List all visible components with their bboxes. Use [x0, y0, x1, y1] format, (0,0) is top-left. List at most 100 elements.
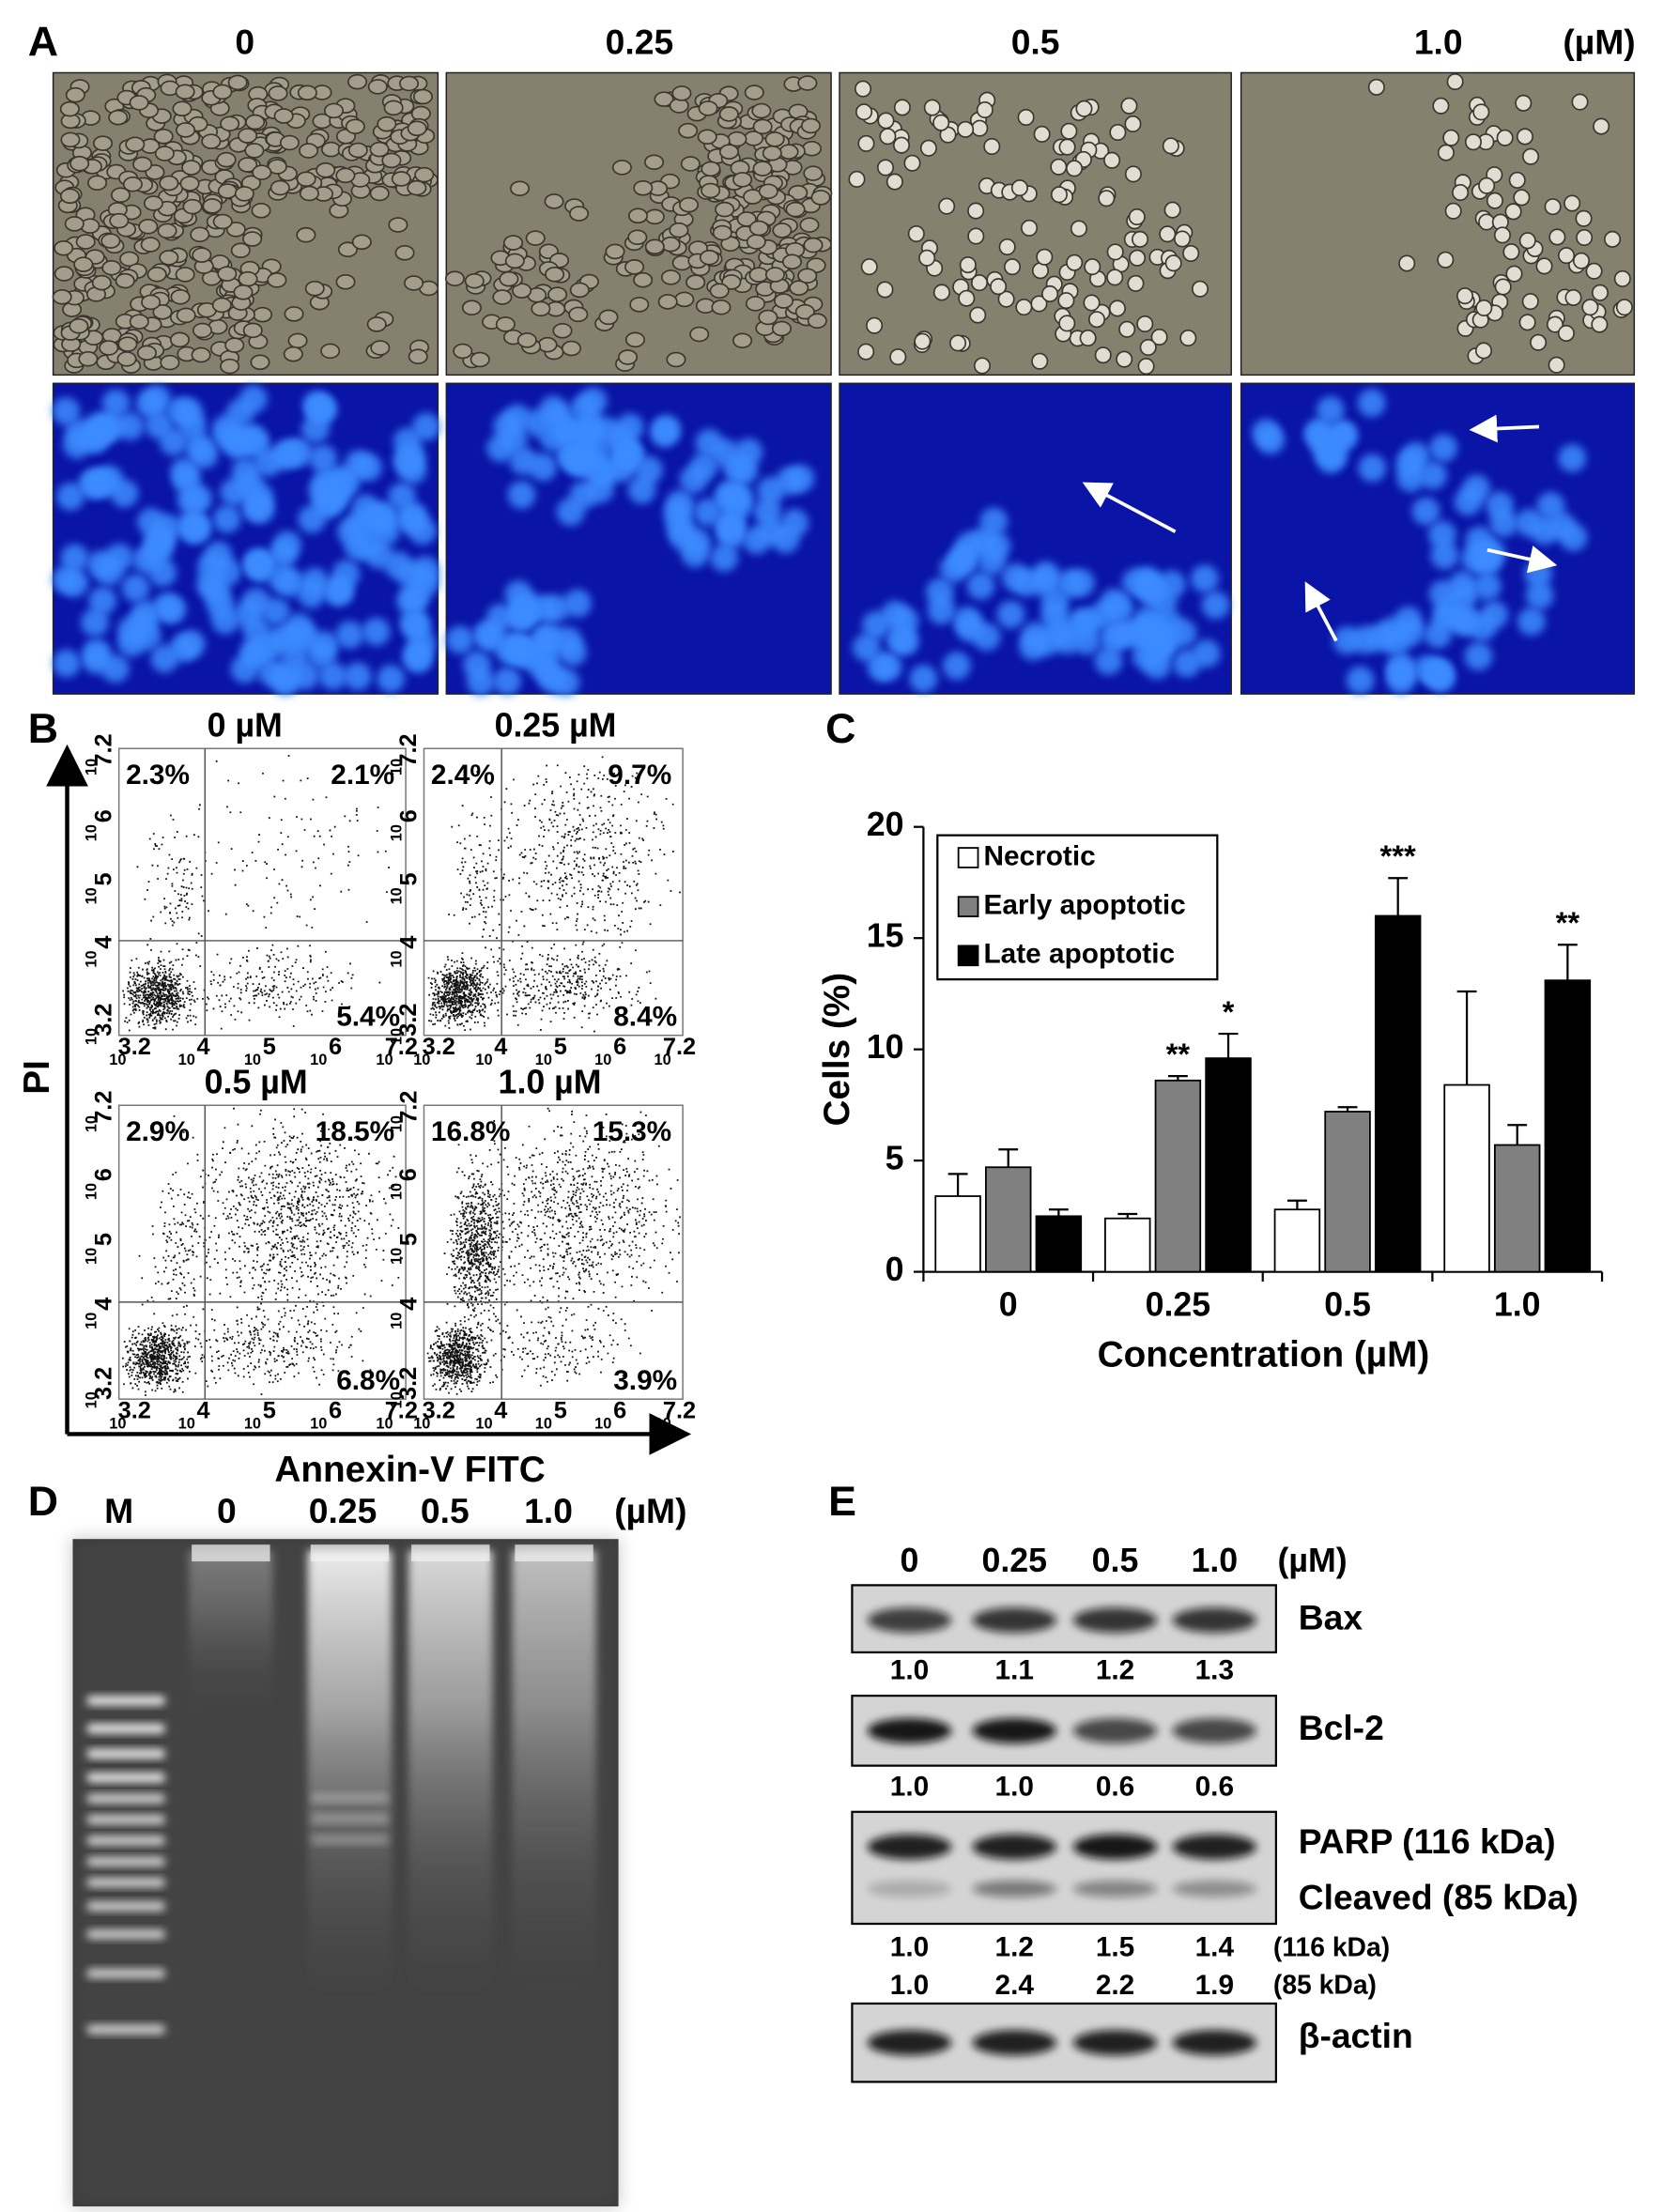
- cell: [1478, 177, 1496, 194]
- nucleus: [397, 442, 426, 471]
- nucleus: [300, 567, 330, 596]
- cell: [1079, 330, 1097, 347]
- cell: [296, 171, 316, 188]
- ladder-band: [86, 1814, 165, 1825]
- plot-title: 0 µM: [208, 706, 283, 744]
- micrograph: [1240, 71, 1636, 376]
- tick-exponent: 4: [90, 936, 116, 949]
- cell: [367, 79, 388, 95]
- tick-exponent: 7.2: [395, 1091, 422, 1124]
- cell: [335, 167, 356, 184]
- nucleus: [1462, 474, 1491, 503]
- cell: [1464, 133, 1482, 151]
- cell: [751, 102, 772, 119]
- arrow: [1304, 581, 1338, 642]
- cell: [547, 286, 568, 302]
- cell: [1493, 226, 1511, 244]
- cell: [115, 272, 135, 289]
- tick-base: 10: [475, 1052, 492, 1068]
- cell: [170, 288, 191, 305]
- nucleus: [81, 608, 109, 637]
- nucleus: [335, 621, 364, 650]
- cell: [958, 289, 976, 307]
- nucleus: [56, 482, 85, 511]
- nucleus: [1201, 591, 1230, 620]
- cell: [250, 354, 270, 371]
- cell: [611, 160, 632, 176]
- tick-base: 10: [388, 1183, 405, 1200]
- cell: [1150, 328, 1168, 346]
- cell: [1478, 213, 1496, 231]
- nucleus: [135, 390, 164, 419]
- cell: [1496, 129, 1514, 146]
- cell: [998, 238, 1016, 256]
- cell: [633, 180, 654, 196]
- cell: [848, 170, 866, 188]
- cell: [211, 297, 232, 314]
- cell: [569, 282, 590, 299]
- cell: [712, 224, 732, 241]
- cell: [801, 140, 823, 157]
- cell: [129, 314, 149, 330]
- cell: [1182, 245, 1200, 263]
- cell: [370, 340, 391, 356]
- nucleus: [1072, 626, 1101, 655]
- cell: [718, 144, 739, 160]
- cell: [893, 99, 911, 116]
- tick-base: 10: [310, 1052, 327, 1068]
- cell: [141, 294, 162, 311]
- nucleus: [1517, 607, 1546, 636]
- tick-base: 10: [376, 1415, 393, 1432]
- cell: [1456, 287, 1474, 305]
- tick-base: 10: [178, 1052, 195, 1068]
- cell: [605, 243, 625, 260]
- cell: [75, 234, 96, 250]
- cell: [752, 118, 773, 135]
- cell: [545, 266, 565, 283]
- tick-exponent: 3.2: [395, 1367, 422, 1400]
- nucleus: [881, 600, 910, 629]
- nucleus: [84, 412, 113, 441]
- panel-label: E: [828, 1479, 856, 1525]
- flow-plot: [423, 747, 684, 1037]
- nucleus: [269, 540, 298, 569]
- ladder-band: [86, 2024, 165, 2035]
- cell: [179, 176, 200, 192]
- cell: [718, 106, 739, 122]
- cell: [762, 145, 782, 161]
- cell: [1179, 330, 1197, 347]
- tick-base: 10: [84, 1028, 100, 1045]
- cell: [715, 201, 735, 218]
- cell: [510, 180, 531, 196]
- blot-label: Bcl-2: [1299, 1708, 1384, 1747]
- cell: [407, 120, 427, 137]
- significance-mark: ***: [1380, 838, 1416, 873]
- cell: [268, 85, 288, 101]
- band: [867, 1607, 952, 1634]
- density-ratio: 1.0: [890, 1932, 929, 1963]
- ladder-band: [86, 1696, 165, 1706]
- nucleus: [212, 504, 241, 533]
- cell: [335, 274, 356, 290]
- cell: [233, 284, 254, 300]
- cell: [230, 242, 251, 259]
- tick-base: 10: [388, 759, 405, 776]
- tick-exponent: 5: [263, 1397, 276, 1423]
- bar: [1324, 1111, 1371, 1273]
- ladder-band: [310, 1836, 390, 1845]
- ladder-band: [86, 1748, 165, 1759]
- cell: [971, 119, 989, 137]
- density-ratio: 2.4: [995, 1970, 1035, 2001]
- nucleus: [1012, 568, 1040, 597]
- cell: [407, 179, 427, 196]
- unit-label: (µM): [1278, 1542, 1348, 1579]
- band: [1072, 1607, 1158, 1634]
- cell: [689, 326, 710, 343]
- cell: [1050, 158, 1068, 176]
- cell: [1572, 252, 1591, 269]
- bar: [1035, 1215, 1083, 1273]
- axis-title: PI: [17, 1060, 57, 1095]
- dna-smear: [408, 1550, 493, 1998]
- nucleus: [121, 574, 150, 603]
- quadrant-percent: 16.8%: [431, 1116, 510, 1147]
